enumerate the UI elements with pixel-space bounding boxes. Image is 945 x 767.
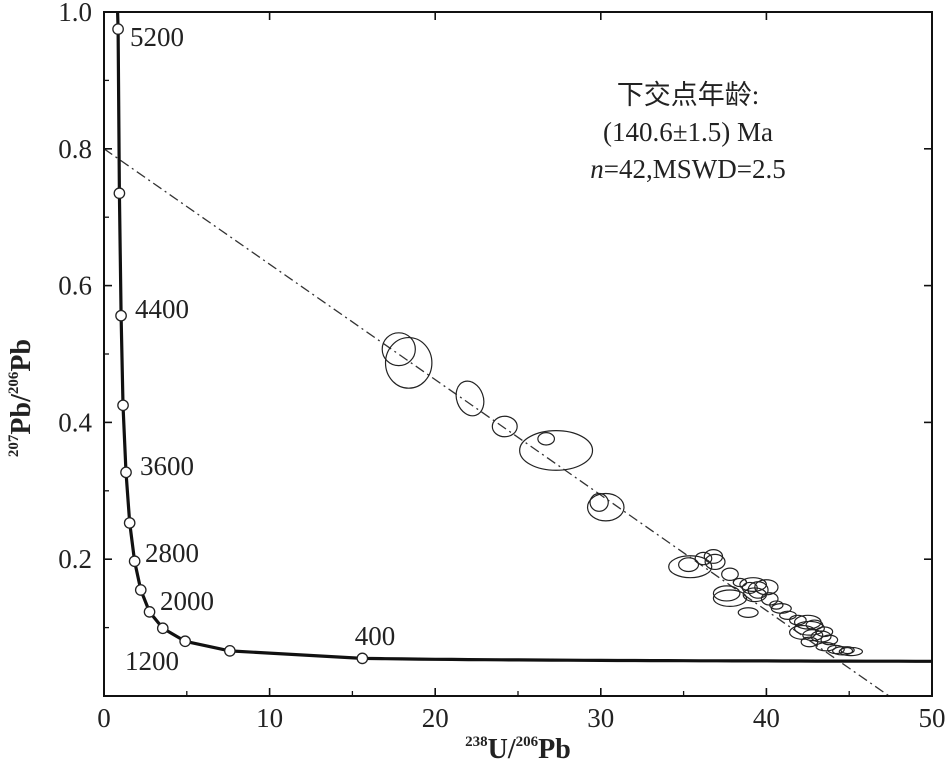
age-label-400: 400 [355, 621, 396, 651]
error-ellipse-13 [712, 585, 741, 602]
age-marker-4400 [115, 309, 127, 322]
error-ellipse-15 [739, 577, 767, 592]
plot-area: 5200 4400 3600 2800 2000 1200 400 0 10 20 30 40 50 0.… [58, 0, 945, 733]
error-ellipse-3 [491, 415, 518, 438]
y-tick-label-0.4: 0.4 [58, 407, 92, 437]
error-ellipse-27 [802, 629, 824, 642]
age-marker-2800 [128, 555, 141, 568]
error-ellipse-11 [704, 553, 726, 571]
error-ellipse-14 [712, 589, 748, 607]
error-ellipse-25 [793, 620, 825, 636]
age-marker-4000 [117, 399, 129, 412]
age-marker-4800 [113, 187, 126, 200]
error-ellipse-19 [754, 579, 779, 596]
error-ellipse-39 [769, 600, 784, 610]
annotation-stats: n=42,MSWD=2.5 [590, 154, 785, 184]
concordia-curve [116, 12, 932, 663]
age-label-2800: 2800 [145, 538, 199, 568]
intercept-annotation: 下交点年龄: (140.6±1.5) Ma n=42,MSWD=2.5 [590, 80, 785, 184]
x-tick-label-40: 40 [753, 703, 780, 733]
age-marker-5200 [112, 23, 124, 35]
error-ellipse-16 [747, 581, 769, 599]
age-label-2000: 2000 [160, 586, 214, 616]
age-marker-2000 [143, 606, 156, 618]
age-marker-1200 [179, 635, 191, 648]
error-ellipse-0 [381, 332, 416, 367]
error-ellipse-7 [586, 492, 625, 522]
error-ellipse-10 [703, 549, 724, 564]
age-marker-400 [356, 652, 369, 665]
error-ellipse-40 [732, 577, 748, 588]
error-ellipse-31 [820, 634, 839, 646]
age-label-3600: 3600 [140, 451, 194, 481]
y-tick-label-0.2: 0.2 [58, 544, 92, 574]
age-marker-2400 [134, 584, 147, 596]
error-ellipse-1 [384, 336, 433, 389]
error-ellipse-8 [668, 555, 713, 579]
error-ellipse-2 [455, 380, 485, 417]
age-marker-3200 [123, 517, 136, 529]
age-marker-3600 [120, 466, 132, 479]
y-tick-label-1: 1.0 [58, 0, 92, 27]
y-tick-label-0.8: 0.8 [58, 134, 92, 164]
discordia-line [104, 148, 891, 696]
x-axis-title: 238U/206Pb [465, 734, 571, 765]
x-tick-label-10: 10 [256, 703, 283, 733]
error-ellipse-6 [589, 492, 609, 512]
error-ellipse-30 [800, 636, 819, 648]
age-label-5200: 5200 [130, 22, 184, 52]
error-ellipse-4 [537, 432, 556, 446]
annotation-title: 下交点年龄: [617, 80, 760, 110]
plot-frame [103, 11, 933, 697]
error-ellipse-36 [840, 646, 855, 655]
annotation-age: (140.6±1.5) Ma [603, 117, 773, 147]
age-label-1200: 1200 [125, 646, 179, 676]
y-tick-label-0.6: 0.6 [58, 271, 92, 301]
age-label-4400: 4400 [135, 294, 189, 324]
error-ellipse-9 [678, 557, 700, 573]
error-ellipse-12 [721, 567, 739, 582]
age-marker-1600 [156, 622, 169, 635]
x-tick-label-50: 50 [919, 703, 945, 733]
error-ellipse-28 [810, 630, 832, 643]
x-tick-label-0: 0 [97, 703, 111, 733]
error-ellipse-41 [694, 551, 713, 566]
error-ellipse-32 [815, 642, 837, 652]
error-ellipse-21 [737, 607, 759, 618]
y-axis-title: 207Pb/206Pb [6, 339, 37, 457]
error-ellipse-5 [519, 430, 594, 471]
age-marker-800 [224, 645, 236, 657]
error-ellipse-38 [788, 614, 807, 626]
x-tick-label-30: 30 [587, 703, 614, 733]
x-tick-label-20: 20 [422, 703, 449, 733]
